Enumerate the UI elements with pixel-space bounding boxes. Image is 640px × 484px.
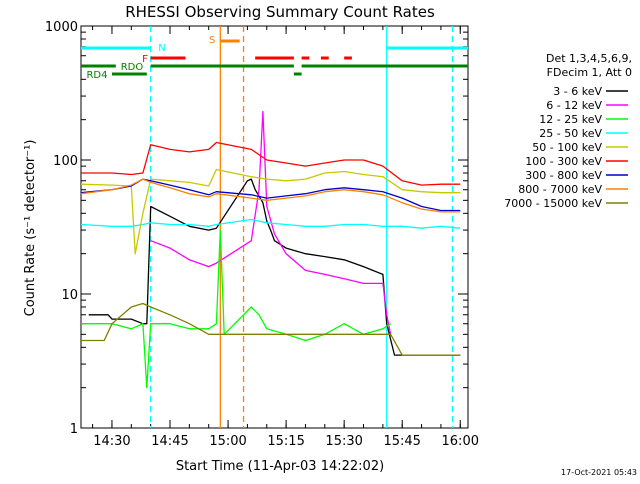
legend-label: 100 - 300 keV [525, 155, 602, 168]
flag-label: RD4 [86, 70, 107, 81]
legend-label: 7000 - 15000 keV [504, 197, 602, 210]
series-line [88, 178, 461, 356]
legend-label: 6 - 12 keV [546, 99, 602, 112]
footer-date: 17-Oct-2021 05:43 [561, 468, 637, 477]
series-line [81, 141, 461, 186]
x-tick-label: 15:30 [325, 434, 362, 449]
series-line [80, 178, 461, 213]
flag-label: RDO [121, 62, 144, 73]
x-tick-label: 15:15 [267, 434, 304, 449]
y-tick-label: 1 [70, 422, 78, 437]
x-tick-label: 15:45 [383, 434, 420, 449]
series-line [150, 110, 392, 335]
chart-title: RHESSI Observing Summary Count Rates [125, 3, 435, 21]
legend-label: 25 - 50 keV [539, 127, 602, 140]
plot-area: 14:30 14:45 15:00 15:15 15:30 15:45 16:00 1 10 10… [45, 20, 479, 449]
legend-label: 3 - 6 keV [553, 85, 602, 98]
series-line [80, 168, 461, 255]
legend-header: Det 1,3,4,5,6,9, [546, 52, 632, 65]
plot-frame [80, 25, 469, 429]
legend: Det 1,3,4,5,6,9,FDecim 1, Att 0 3 - 6 keV… [504, 52, 632, 210]
legend-label: 12 - 25 keV [539, 113, 602, 126]
flag-label: N [158, 43, 165, 54]
series-line [80, 218, 461, 229]
series-line [81, 302, 461, 356]
legend-label: 800 - 7000 keV [518, 183, 602, 196]
flag-label: F [142, 54, 148, 65]
x-axis-label: Start Time (11-Apr-03 14:22:02) [176, 459, 384, 474]
x-tick-label: 14:45 [151, 434, 188, 449]
legend-label: 50 - 100 keV [532, 141, 602, 154]
legend-header: FDecim 1, Att 0 [547, 66, 632, 79]
legend-label: 300 - 800 keV [525, 169, 602, 182]
x-tick-label: 16:00 [442, 434, 479, 449]
x-tick-label: 15:00 [209, 434, 246, 449]
y-axis-label: Count Rate (s⁻¹ detector⁻¹) [23, 140, 38, 317]
y-tick-label: 10 [61, 288, 78, 303]
y-tick-label: 1000 [45, 20, 78, 35]
series-line [81, 229, 391, 389]
flag-label: S [209, 35, 215, 46]
y-tick-label: 100 [53, 154, 78, 169]
x-tick-label: 14:30 [93, 434, 130, 449]
